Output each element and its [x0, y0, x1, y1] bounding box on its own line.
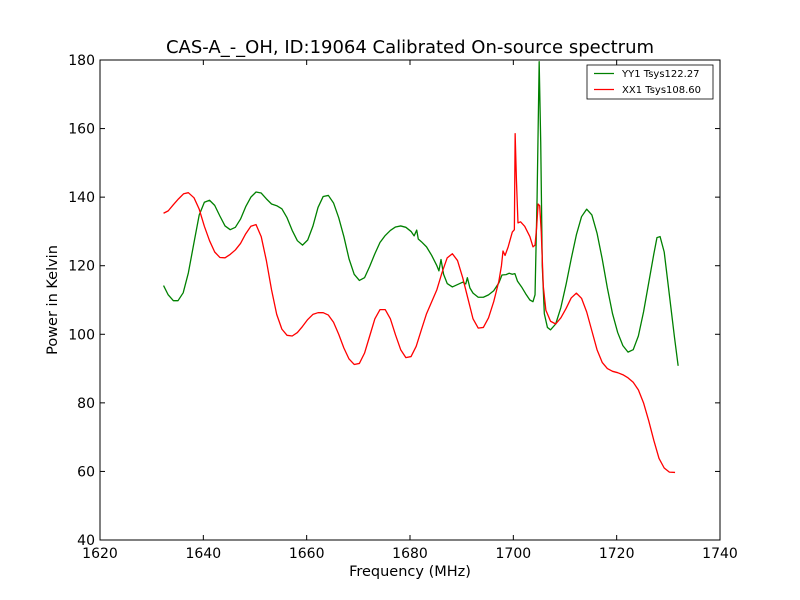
series-layer: [162, 61, 679, 474]
x-tick-label: 1720: [599, 546, 635, 562]
x-tick-label: 1740: [702, 546, 738, 562]
legend-label-yy1: YY1 Tsys122.27: [621, 69, 700, 80]
y-tick-label: 160: [68, 122, 95, 138]
y-tick-label: 80: [77, 396, 95, 412]
legend-box: [586, 64, 714, 100]
y-axis-title: Power in Kelvin: [45, 245, 61, 355]
y-tick-label: 60: [77, 464, 95, 480]
legend-label-xx1: XX1 Tsys108.60: [622, 85, 701, 96]
legend: YY1 Tsys122.27 XX1 Tsys108.60: [586, 64, 714, 100]
y-tick-label: 40: [77, 533, 95, 549]
series-line-xx1: [163, 133, 676, 474]
x-tick-label: 1640: [186, 546, 222, 562]
y-tick-label: 180: [68, 53, 95, 69]
x-tick-label: 1620: [82, 546, 118, 562]
x-axis-title: Frequency (MHz): [349, 564, 471, 580]
series-line-yy1: [162, 61, 679, 366]
ticks-layer: 1620 1640 1660 1680 1700 1720 1740 40 60 80 100 120…: [68, 53, 738, 562]
x-tick-label: 1700: [496, 546, 532, 562]
y-tick-label: 140: [68, 190, 95, 206]
y-tick-label: 100: [68, 327, 95, 343]
x-tick-label: 1680: [392, 546, 428, 562]
y-tick-label: 120: [68, 259, 95, 275]
chart-title: CAS-A_-_OH, ID:19064 Calibrated On-sourc…: [166, 37, 654, 58]
x-tick-label: 1660: [289, 546, 325, 562]
